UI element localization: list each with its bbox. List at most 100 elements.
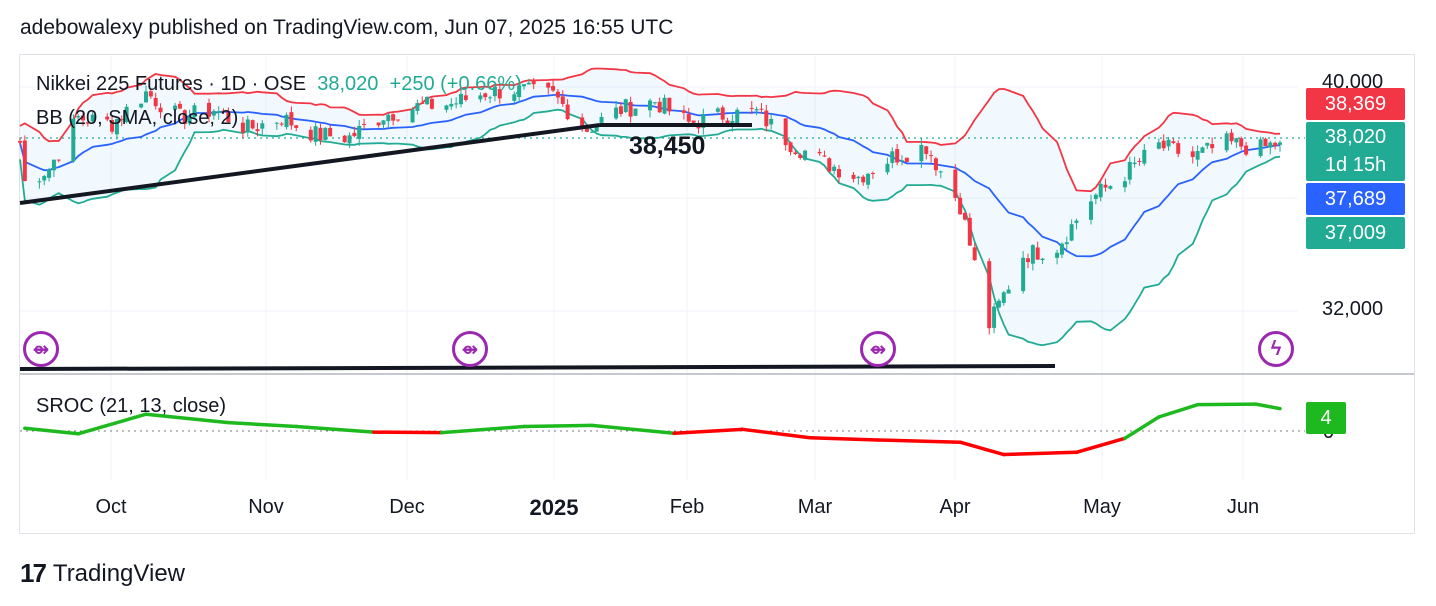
sroc-segment <box>876 438 962 444</box>
candle <box>323 127 328 141</box>
candle <box>182 109 187 130</box>
sroc-segment <box>958 440 1006 457</box>
split-arrow-icon[interactable]: ⇴ <box>23 331 59 367</box>
candle <box>662 94 667 115</box>
candle <box>279 121 284 127</box>
candle <box>81 112 85 127</box>
bb-lower-tag: 37,009 <box>1306 217 1405 249</box>
bb-basis-tag: 37,689 <box>1306 183 1405 215</box>
sroc-segment <box>1254 402 1282 411</box>
candle <box>119 115 124 127</box>
sroc-segment <box>1195 402 1258 407</box>
candle <box>837 164 841 184</box>
candle <box>449 98 454 110</box>
candle <box>139 103 144 109</box>
candle <box>221 108 226 114</box>
candle <box>386 112 391 128</box>
candle <box>1006 285 1011 294</box>
candle <box>754 106 759 116</box>
candle <box>173 102 178 117</box>
candle <box>342 135 347 143</box>
level-annotation[interactable]: 38,450 <box>629 132 706 160</box>
candle <box>783 118 788 151</box>
symbol-name: Nikkei 225 Futures · 1D · OSE <box>36 73 307 95</box>
candle <box>1190 146 1195 164</box>
chart-frame[interactable] <box>19 54 1415 534</box>
bollinger-band-fill <box>20 68 1280 346</box>
candle <box>851 172 856 183</box>
candle <box>1171 138 1176 145</box>
candle <box>158 103 163 119</box>
candle <box>250 119 255 130</box>
sroc-segment <box>672 427 744 435</box>
candle <box>623 98 628 113</box>
candle <box>177 101 182 110</box>
candle <box>1103 178 1108 192</box>
candle <box>924 145 929 160</box>
sroc-segment <box>144 412 231 425</box>
sroc-segment <box>23 426 80 436</box>
candle <box>759 103 764 114</box>
candle <box>967 213 972 246</box>
candle <box>216 106 221 120</box>
candle <box>410 107 415 123</box>
candle <box>459 88 463 108</box>
candle <box>211 109 216 120</box>
candle <box>1156 138 1161 150</box>
month-label-oct: Oct <box>95 496 127 518</box>
candle <box>1074 218 1079 230</box>
lightning-icon[interactable]: ϟ <box>1258 331 1294 367</box>
candle <box>735 107 740 126</box>
candle <box>681 105 686 120</box>
last-price-tag: 38,020 1d 15h <box>1306 122 1405 181</box>
candle <box>1273 141 1278 150</box>
candle <box>51 159 56 178</box>
candle <box>648 98 652 118</box>
candle <box>478 92 483 103</box>
candle <box>347 132 352 148</box>
candle <box>822 150 827 158</box>
sroc-segment <box>522 423 594 429</box>
price-tick-32000: 32,000 <box>1322 298 1384 320</box>
candle <box>701 108 706 135</box>
candle <box>555 88 560 104</box>
candle <box>832 164 837 175</box>
candle <box>803 149 808 162</box>
month-label-2025: 2025 <box>529 495 579 520</box>
sroc-value-tag: 4 <box>1306 402 1346 434</box>
candle <box>749 101 754 115</box>
candle <box>1122 176 1127 193</box>
split-arrow-icon[interactable]: ⇴ <box>860 331 896 367</box>
candle <box>284 112 289 130</box>
split-arrow-icon[interactable]: ⇴ <box>452 331 488 367</box>
candle <box>144 85 148 103</box>
candle <box>192 103 197 119</box>
candle <box>318 123 323 145</box>
candle <box>929 150 934 163</box>
candle <box>37 178 42 189</box>
bollinger-lower-line <box>19 108 1281 347</box>
candle <box>565 99 570 121</box>
month-label-dec: Dec <box>389 496 425 518</box>
tradingview-brand[interactable]: 17 TradingView <box>20 558 185 589</box>
candle <box>1142 143 1147 166</box>
symbol-legend[interactable]: Nikkei 225 Futures · 1D · OSE 38,020 +25… <box>36 73 522 96</box>
candle <box>1069 219 1074 242</box>
candle <box>628 96 633 123</box>
candle <box>589 129 594 133</box>
month-label-jun: Jun <box>1226 496 1260 518</box>
candle <box>42 174 47 186</box>
bb-legend[interactable]: BB (20, SMA, close, 2) <box>36 107 239 129</box>
month-label-nov: Nov <box>248 496 284 518</box>
candle <box>1127 156 1132 185</box>
bollinger-upper-line <box>19 67 1281 193</box>
candle <box>861 174 866 186</box>
candle <box>1001 291 1006 306</box>
sroc-legend[interactable]: SROC (21, 13, close) <box>36 395 227 417</box>
candle <box>463 89 468 102</box>
support-line <box>19 364 1056 371</box>
candle <box>720 105 725 126</box>
candle <box>90 110 95 123</box>
candle <box>904 157 909 163</box>
